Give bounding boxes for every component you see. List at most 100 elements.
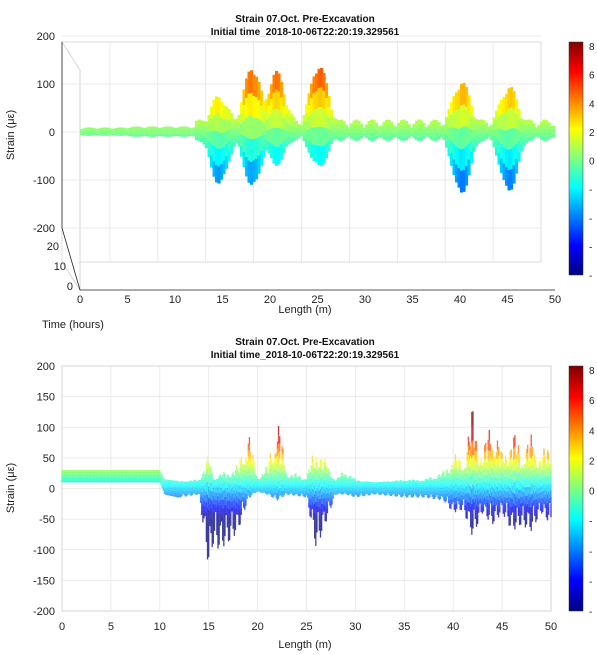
surface-cell bbox=[537, 124, 541, 128]
surface-cell bbox=[225, 156, 229, 169]
surface-cell bbox=[122, 127, 126, 130]
surface-cell bbox=[162, 132, 166, 135]
x-tick-label: 45 bbox=[501, 294, 513, 306]
surface-cell bbox=[320, 146, 324, 166]
surface-cell bbox=[395, 132, 399, 135]
surface-cell bbox=[535, 129, 539, 131]
surface-cell bbox=[485, 125, 489, 130]
surface-cell bbox=[142, 128, 146, 130]
surface-cell bbox=[317, 107, 321, 127]
colorbar bbox=[568, 365, 584, 612]
surface-cell bbox=[80, 131, 84, 133]
colorbar-tick-label: 0 bbox=[589, 157, 595, 168]
surface-cell bbox=[490, 130, 494, 135]
surface-cell bbox=[240, 124, 244, 135]
surface-cell bbox=[247, 160, 251, 183]
surface-cell bbox=[400, 124, 404, 129]
surface-cell bbox=[477, 129, 481, 134]
surface-cell bbox=[347, 134, 351, 137]
surface-cell bbox=[515, 113, 519, 129]
surface-cell bbox=[335, 127, 339, 132]
surface-cell bbox=[335, 123, 339, 128]
surface-cell bbox=[535, 134, 539, 137]
surface-cell bbox=[520, 118, 524, 126]
x-tick-label: 25 bbox=[300, 621, 312, 633]
colorbar-tick-label: 0 bbox=[589, 487, 595, 498]
surface-cell bbox=[205, 142, 209, 149]
surface-cell bbox=[195, 128, 199, 133]
surface-cell bbox=[542, 136, 546, 141]
surface-cell bbox=[97, 132, 101, 134]
surface-cell bbox=[475, 124, 479, 131]
surface-cell bbox=[335, 135, 339, 140]
surface-cell bbox=[387, 119, 391, 124]
surface-cell bbox=[510, 169, 514, 190]
surface-cell bbox=[515, 143, 519, 159]
surface-cell bbox=[542, 132, 546, 137]
surface-cell bbox=[315, 109, 319, 127]
surface-cell bbox=[432, 119, 436, 124]
surface-cell bbox=[247, 138, 251, 161]
surface-cell bbox=[385, 119, 389, 125]
surface-cell bbox=[452, 111, 456, 128]
surface-cell bbox=[415, 120, 419, 125]
surface-cell bbox=[417, 132, 421, 137]
surface-cell bbox=[402, 136, 406, 141]
surface-cell bbox=[195, 132, 199, 137]
surface-cell bbox=[367, 124, 371, 129]
surface-cell bbox=[247, 93, 251, 117]
surface-cell bbox=[435, 119, 439, 125]
surface-cell bbox=[160, 131, 164, 133]
surface-cell bbox=[185, 130, 189, 133]
surface-cell bbox=[460, 170, 464, 193]
surface-cell bbox=[177, 127, 181, 129]
surface-cell bbox=[207, 148, 211, 158]
surface-cell bbox=[450, 114, 454, 128]
surface-cell bbox=[435, 136, 439, 141]
surface-cell bbox=[232, 135, 236, 142]
surface-cell bbox=[242, 151, 246, 168]
surface-cell bbox=[237, 121, 241, 128]
surface-cell bbox=[390, 136, 394, 140]
surface-cell bbox=[440, 130, 444, 133]
surface-cell bbox=[492, 141, 496, 148]
surface-cell bbox=[532, 126, 536, 130]
surface-cell bbox=[167, 134, 171, 137]
surface-cell bbox=[175, 132, 179, 135]
surface-cell bbox=[337, 136, 341, 141]
x-tick-label: 20 bbox=[264, 294, 276, 306]
surface-cell bbox=[367, 132, 371, 137]
surface-cell bbox=[407, 129, 411, 133]
surface-cell bbox=[505, 112, 509, 131]
surface-cell bbox=[407, 127, 411, 130]
surface-cell bbox=[422, 126, 426, 130]
surface-cell bbox=[502, 146, 506, 164]
surface-cell bbox=[122, 129, 126, 131]
surface-cell bbox=[207, 131, 211, 141]
surface-cell bbox=[342, 125, 346, 129]
surface-cell bbox=[430, 128, 434, 133]
surface-cell bbox=[405, 124, 409, 129]
surface-cell bbox=[212, 115, 216, 131]
surface-cell bbox=[110, 133, 114, 136]
surface-cell bbox=[130, 132, 134, 135]
surface-cell bbox=[465, 106, 469, 127]
surface-cell bbox=[380, 130, 384, 133]
surface-cell bbox=[352, 136, 356, 141]
surface-cell bbox=[107, 130, 111, 133]
surface-cell bbox=[365, 132, 369, 136]
y-tick-label: 200 bbox=[37, 361, 55, 373]
surface-cell bbox=[547, 125, 551, 130]
surface-cell bbox=[242, 89, 246, 105]
surface-cell bbox=[97, 128, 101, 130]
surface-cell bbox=[177, 134, 181, 137]
surface-cell bbox=[192, 127, 196, 130]
surface-cell bbox=[385, 132, 389, 137]
surface-cell bbox=[435, 124, 439, 129]
surface-cell bbox=[485, 129, 489, 133]
surface-cell bbox=[245, 156, 249, 177]
surface-cell bbox=[387, 136, 391, 141]
surface-cell bbox=[497, 128, 501, 141]
surface-cell bbox=[155, 127, 159, 129]
surface-cell bbox=[107, 134, 111, 136]
